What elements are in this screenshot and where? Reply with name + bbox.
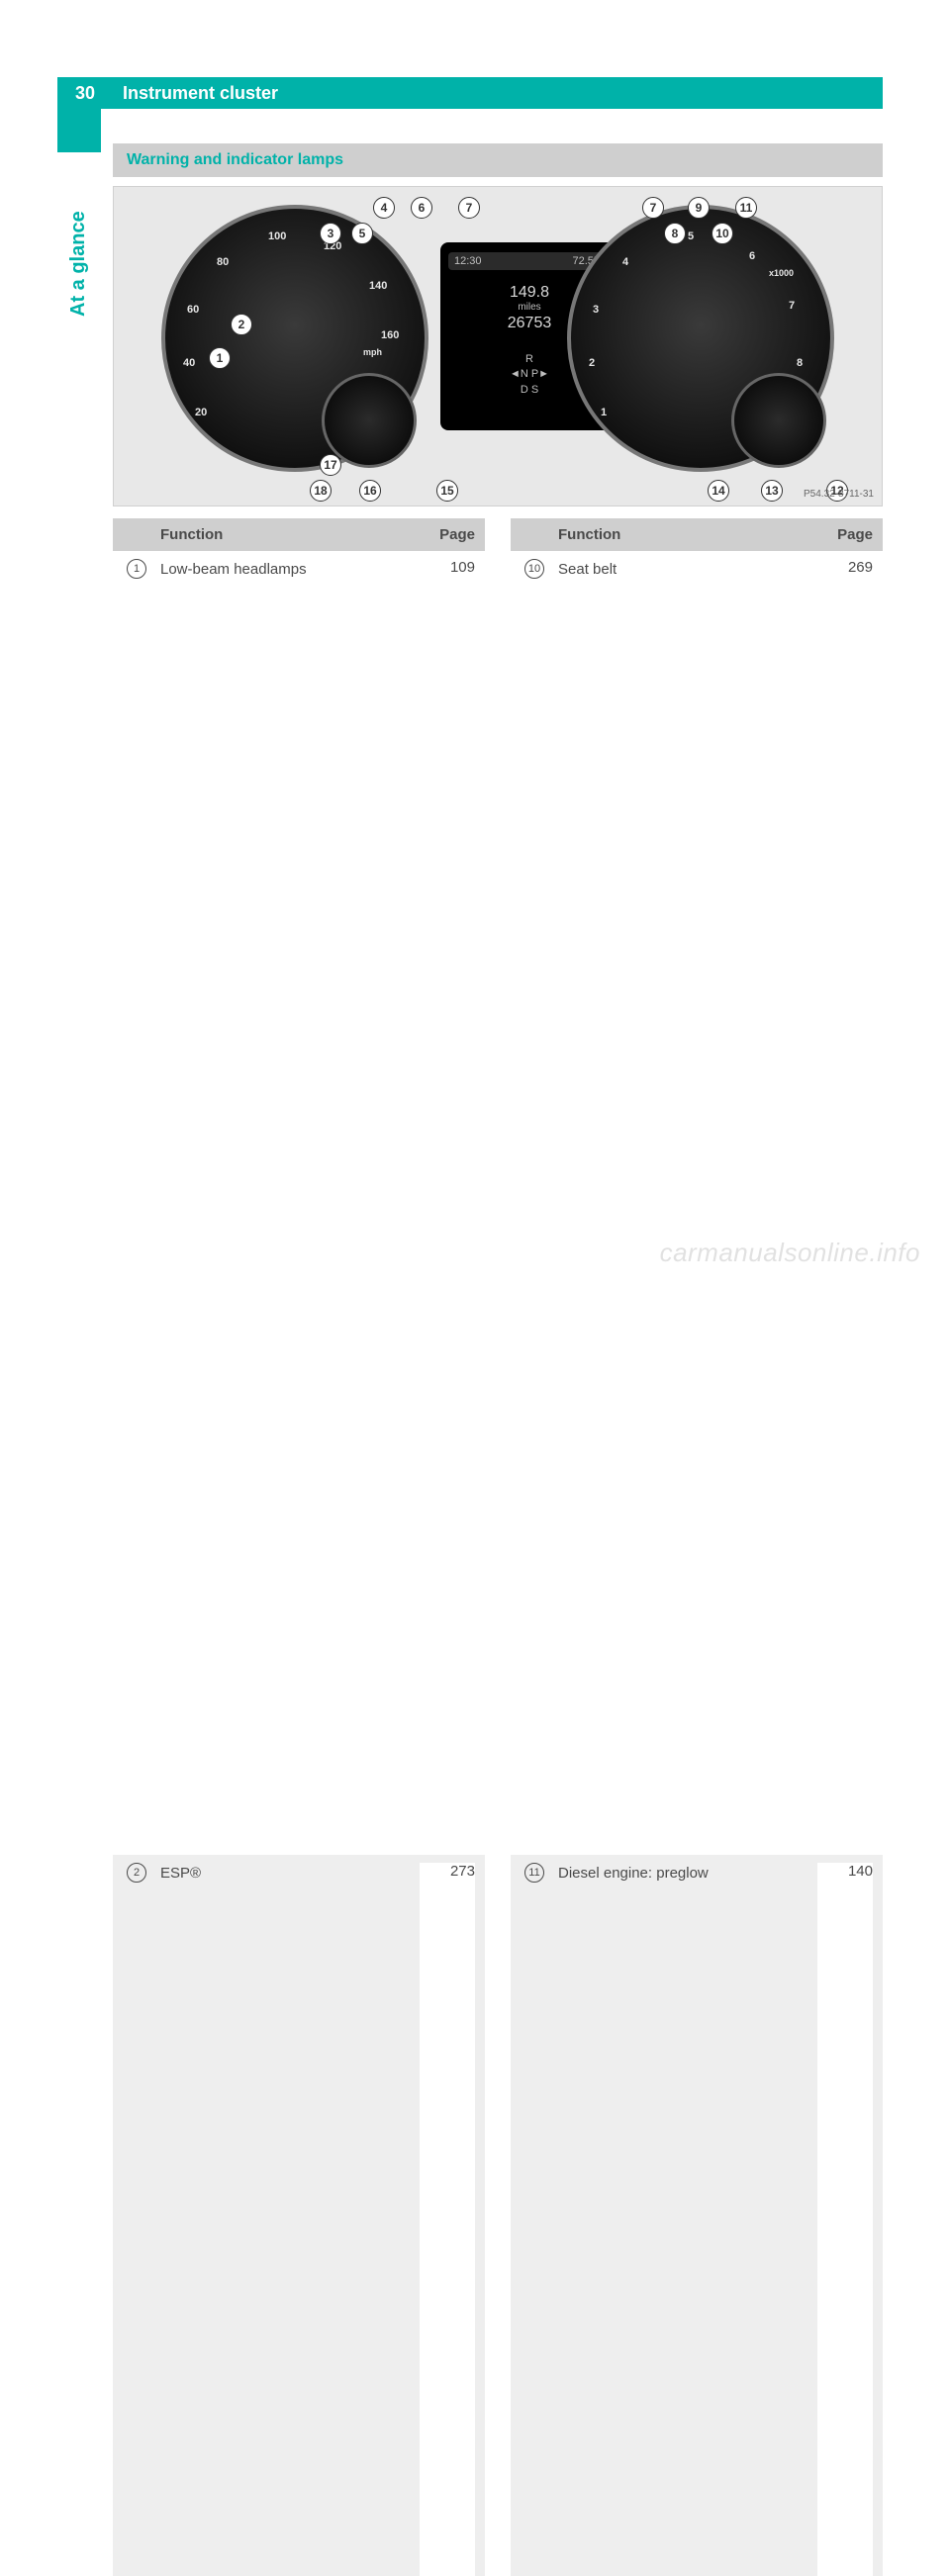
instrument-cluster-figure: 20 40 60 80 100 120 140 160 mph 12:30 72… (113, 186, 883, 506)
col-page: Page (817, 526, 873, 543)
col-page: Page (420, 526, 475, 543)
tach-tick: 7 (789, 300, 795, 312)
callout-marker: 6 (411, 197, 432, 219)
callout-marker: 1 (209, 347, 231, 369)
table-row: 10 Seat belt 269 (511, 551, 883, 1855)
table-row: 1 Low-beam headlamps 109 (113, 551, 485, 1855)
ref-cell: 1 (113, 559, 160, 579)
callout-marker: 2 (231, 314, 252, 335)
tach-tick: 1 (601, 407, 607, 418)
tach-tick: 6 (749, 250, 755, 262)
tach-tick: 2 (589, 357, 595, 369)
function-tables: Function Page 1 Low-beam headlamps 109 2 ESP… (113, 518, 883, 2576)
desc-text: Diesel engine: preglow (558, 1865, 709, 1882)
page-cell: 140 (817, 1863, 873, 2576)
callout-marker: 14 (708, 480, 729, 502)
desc-text: Low-beam headlamps (160, 561, 307, 578)
col-function: Function (558, 526, 817, 543)
desc-cell: ESP® (160, 1863, 420, 1886)
tach-tick: 3 (593, 304, 599, 316)
side-label: At a glance (67, 211, 90, 317)
callout-marker: 11 (735, 197, 757, 219)
figure-id: P54.32-8711-31 (804, 489, 874, 500)
ref-number-icon: 11 (524, 1863, 544, 1883)
section-heading: Warning and indicator lamps (127, 151, 343, 169)
callout-marker: 3 (320, 223, 341, 244)
fuel-gauge (322, 373, 417, 468)
desc-cell: Seat belt (558, 559, 817, 582)
page-number: 30 (57, 83, 113, 104)
callout-marker: 16 (359, 480, 381, 502)
ref-cell: 2 (113, 1863, 160, 1883)
callout-marker: 8 (664, 223, 686, 244)
speedo-tick: 100 (268, 230, 286, 242)
tach-tick: 4 (622, 256, 628, 268)
ref-cell: 11 (511, 1863, 558, 1883)
speedo-unit: mph (363, 347, 382, 357)
ref-cell: 10 (511, 559, 558, 579)
left-function-table: Function Page 1 Low-beam headlamps 109 2 ESP… (113, 518, 485, 2576)
coolant-temp-gauge (731, 373, 826, 468)
page-cell: 273 (420, 1863, 475, 2576)
page-cell: 269 (817, 559, 873, 1847)
speedo-tick: 40 (183, 357, 195, 369)
tach-tick: 5 (688, 230, 694, 242)
ref-number-icon: 1 (127, 559, 146, 579)
speedo-tick: 60 (187, 304, 199, 316)
callout-marker: 17 (320, 454, 341, 476)
ref-number-icon: 10 (524, 559, 544, 579)
desc-text: ESP® (160, 1865, 201, 1882)
table-header: Function Page (511, 518, 883, 551)
speedo-tick: 20 (195, 407, 207, 418)
speedo-tick: 140 (369, 280, 387, 292)
desc-cell: Diesel engine: preglow (558, 1863, 817, 1886)
display-time: 12:30 (454, 255, 482, 267)
callout-marker: 7 (642, 197, 664, 219)
tach-unit: x1000 (769, 268, 794, 278)
callout-marker: 15 (436, 480, 458, 502)
table-header: Function Page (113, 518, 485, 551)
table-body: 10 Seat belt 269 11 Diesel engine: preglow 14… (511, 551, 883, 2576)
ref-number-icon: 2 (127, 1863, 146, 1883)
table-body: 1Low-beam headlamps1092ESP®2733High-beam… (113, 551, 485, 2576)
watermark: carmanualsonline.info (660, 1238, 920, 1268)
page: 30 Instrument cluster At a glance Warnin… (0, 0, 950, 1288)
section-tab (57, 109, 101, 152)
callout-marker: 4 (373, 197, 395, 219)
table-row: 2 ESP® 273 (113, 1855, 485, 2576)
desc-text: Seat belt (558, 561, 617, 578)
page-cell: 109 (420, 559, 475, 1847)
callout-marker: 7 (458, 197, 480, 219)
callout-marker: 13 (761, 480, 783, 502)
callout-marker: 10 (712, 223, 733, 244)
callout-marker: 9 (688, 197, 710, 219)
col-function: Function (160, 526, 420, 543)
header-bar: 30 Instrument cluster (57, 77, 883, 109)
section-heading-bar: Warning and indicator lamps (113, 143, 883, 177)
right-function-table: Function Page 10 Seat belt 269 11 Diesel eng… (511, 518, 883, 2576)
callout-marker: 18 (310, 480, 332, 502)
tach-tick: 8 (797, 357, 803, 369)
speedo-tick: 80 (217, 256, 229, 268)
callout-marker: 5 (351, 223, 373, 244)
desc-cell: Low-beam headlamps (160, 559, 420, 582)
header-title: Instrument cluster (113, 83, 278, 104)
table-row: 11 Diesel engine: preglow 140 (511, 1855, 883, 2576)
speedo-tick: 160 (381, 329, 399, 341)
